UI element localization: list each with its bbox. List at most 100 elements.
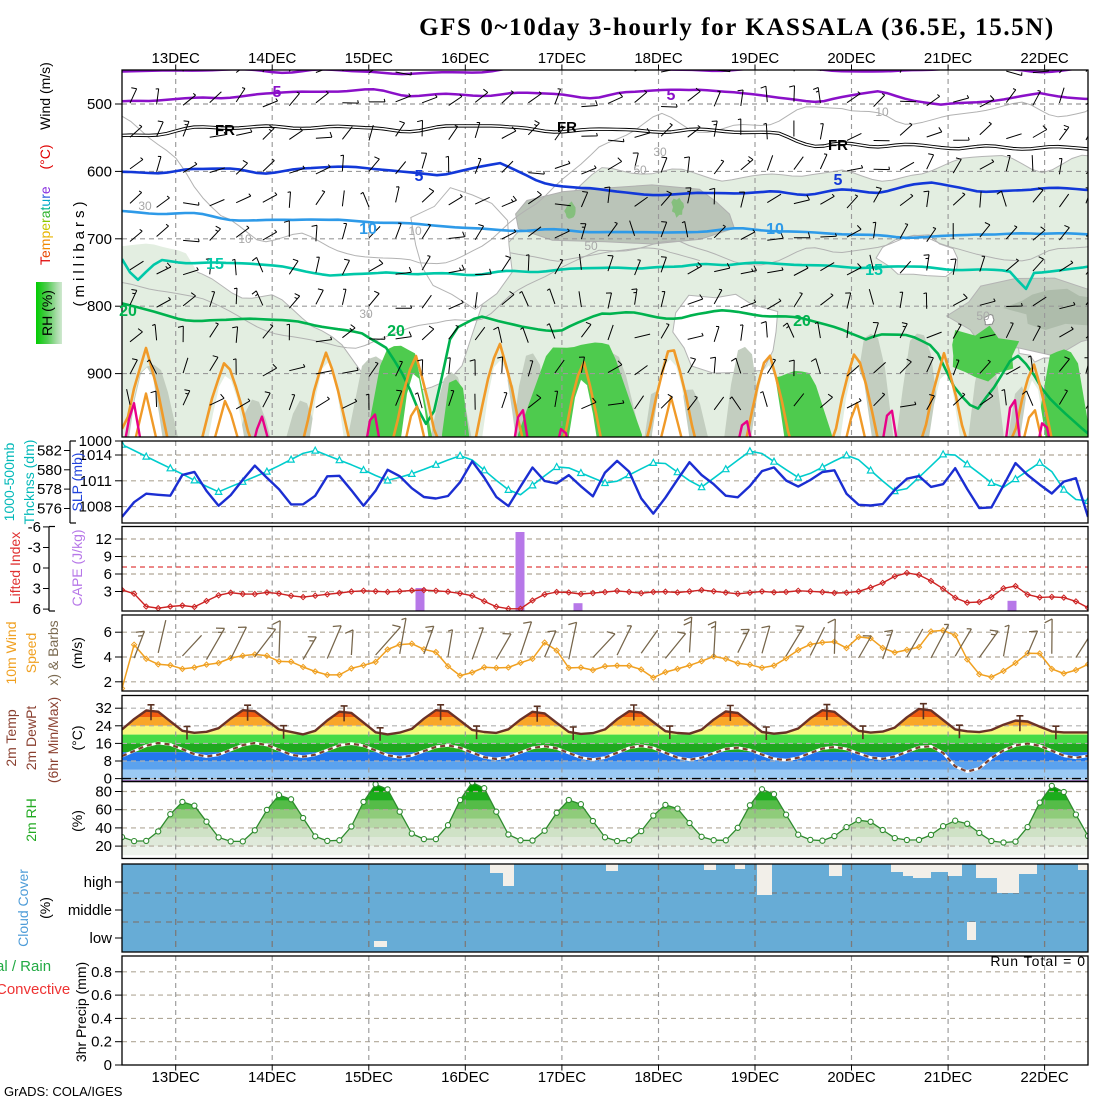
svg-text:20: 20 xyxy=(119,303,137,320)
svg-text:0.8: 0.8 xyxy=(91,964,112,981)
svg-text:19DEC: 19DEC xyxy=(731,50,780,67)
svg-text:GrADS: COLA/IGES: GrADS: COLA/IGES xyxy=(4,1084,123,1099)
svg-text:13DEC: 13DEC xyxy=(152,1069,201,1086)
svg-text:21DEC: 21DEC xyxy=(924,1069,973,1086)
svg-text:12: 12 xyxy=(95,531,112,548)
svg-text:1000: 1000 xyxy=(79,433,112,450)
svg-text:low: low xyxy=(89,930,112,947)
svg-text:18DEC: 18DEC xyxy=(634,50,683,67)
svg-text:2m RH: 2m RH xyxy=(23,798,39,842)
svg-text:582: 582 xyxy=(37,443,62,460)
svg-text:50: 50 xyxy=(633,163,647,177)
svg-text:(millibars): (millibars) xyxy=(71,198,88,307)
svg-text:16: 16 xyxy=(95,735,112,752)
svg-text:3: 3 xyxy=(104,584,112,601)
svg-text:(°C): (°C) xyxy=(69,725,85,750)
svg-text:1008: 1008 xyxy=(79,499,112,516)
svg-text:FR: FR xyxy=(215,122,235,139)
svg-text:10: 10 xyxy=(359,221,377,238)
svg-text:Lifted Index: Lifted Index xyxy=(7,532,23,604)
svg-text:x) & Barbs: x) & Barbs xyxy=(45,620,61,685)
svg-text:10m Wind: 10m Wind xyxy=(3,621,19,684)
svg-text:(%): (%) xyxy=(69,810,85,832)
svg-text:0: 0 xyxy=(104,771,112,788)
svg-text:-6: -6 xyxy=(28,519,41,536)
svg-text:20: 20 xyxy=(387,323,405,340)
svg-text:2: 2 xyxy=(104,674,112,691)
svg-text:(m/s): (m/s) xyxy=(69,637,85,669)
svg-text:0.4: 0.4 xyxy=(91,1010,112,1027)
svg-text:middle: middle xyxy=(68,902,112,919)
svg-text:20DEC: 20DEC xyxy=(827,50,876,67)
svg-text:-3: -3 xyxy=(28,540,41,557)
svg-text:(°C): (°C) xyxy=(37,144,53,169)
svg-text:22DEC: 22DEC xyxy=(1020,50,1069,67)
svg-text:2m Temp: 2m Temp xyxy=(3,709,19,767)
svg-text:5: 5 xyxy=(834,172,843,189)
svg-text:Convective: Convective xyxy=(0,981,70,998)
svg-text:0: 0 xyxy=(33,560,41,577)
svg-text:700: 700 xyxy=(87,231,112,248)
svg-text:14DEC: 14DEC xyxy=(248,1069,297,1086)
svg-text:1000-500mb: 1000-500mb xyxy=(1,442,17,521)
svg-text:500: 500 xyxy=(87,96,112,113)
svg-text:5: 5 xyxy=(415,168,424,185)
svg-text:RH (%): RH (%) xyxy=(39,290,55,336)
svg-text:(%): (%) xyxy=(37,897,53,919)
svg-text:50: 50 xyxy=(976,309,990,323)
svg-text:high: high xyxy=(84,874,112,891)
svg-text:40: 40 xyxy=(95,820,112,837)
svg-text:Temperature: Temperature xyxy=(37,186,53,265)
svg-text:(6hr Min/Max): (6hr Min/Max) xyxy=(45,697,61,783)
svg-text:CAPE (J/kg): CAPE (J/kg) xyxy=(69,529,85,606)
svg-text:14DEC: 14DEC xyxy=(248,50,297,67)
svg-text:80: 80 xyxy=(95,784,112,801)
svg-text:5: 5 xyxy=(273,84,282,101)
svg-text:9: 9 xyxy=(104,549,112,566)
svg-text:0.2: 0.2 xyxy=(91,1034,112,1051)
svg-text:13DEC: 13DEC xyxy=(152,50,201,67)
svg-text:24: 24 xyxy=(95,718,112,735)
svg-text:800: 800 xyxy=(87,298,112,315)
svg-text:0: 0 xyxy=(104,1057,112,1074)
svg-text:GFS 0~10day 3-hourly for KASSA: GFS 0~10day 3-hourly for KASSALA (36.5E,… xyxy=(419,14,1055,41)
svg-text:20DEC: 20DEC xyxy=(827,1069,876,1086)
svg-text:5: 5 xyxy=(667,87,676,104)
svg-text:16DEC: 16DEC xyxy=(441,1069,490,1086)
svg-text:Run Total = 0: Run Total = 0 xyxy=(990,953,1086,969)
svg-text:32: 32 xyxy=(95,700,112,717)
svg-text:3: 3 xyxy=(33,581,41,598)
svg-text:600: 600 xyxy=(87,163,112,180)
svg-text:17DEC: 17DEC xyxy=(538,50,587,67)
svg-text:60: 60 xyxy=(95,802,112,819)
svg-text:16DEC: 16DEC xyxy=(441,50,490,67)
svg-text:30: 30 xyxy=(359,307,373,321)
svg-text:Thcknss (dm): Thcknss (dm) xyxy=(21,440,37,525)
svg-text:21DEC: 21DEC xyxy=(924,50,973,67)
svg-text:20: 20 xyxy=(95,838,112,855)
svg-text:580: 580 xyxy=(37,462,62,479)
svg-text:30: 30 xyxy=(138,199,152,213)
svg-text:17DEC: 17DEC xyxy=(538,1069,587,1086)
svg-text:19DEC: 19DEC xyxy=(731,1069,780,1086)
svg-text:30: 30 xyxy=(653,145,667,159)
svg-text:1014: 1014 xyxy=(79,447,112,464)
svg-text:900: 900 xyxy=(87,366,112,383)
svg-text:2m DewPt: 2m DewPt xyxy=(23,706,39,771)
svg-text:4: 4 xyxy=(104,649,112,666)
svg-text:20: 20 xyxy=(793,313,811,330)
svg-text:10: 10 xyxy=(238,232,252,246)
svg-text:FR: FR xyxy=(557,119,577,136)
svg-text:Cloud Cover: Cloud Cover xyxy=(15,869,31,947)
svg-text:10: 10 xyxy=(766,221,784,238)
svg-text:15DEC: 15DEC xyxy=(345,1069,394,1086)
svg-text:10: 10 xyxy=(408,224,422,238)
svg-text:Wind (m/s): Wind (m/s) xyxy=(37,62,53,130)
svg-text:Total / Rain: Total / Rain xyxy=(0,958,51,975)
svg-text:6: 6 xyxy=(104,566,112,583)
svg-text:578: 578 xyxy=(37,481,62,498)
svg-text:Speed: Speed xyxy=(23,633,39,673)
svg-text:6: 6 xyxy=(104,624,112,641)
svg-text:0.6: 0.6 xyxy=(91,987,112,1004)
svg-text:SLP (mb): SLP (mb) xyxy=(69,453,85,512)
